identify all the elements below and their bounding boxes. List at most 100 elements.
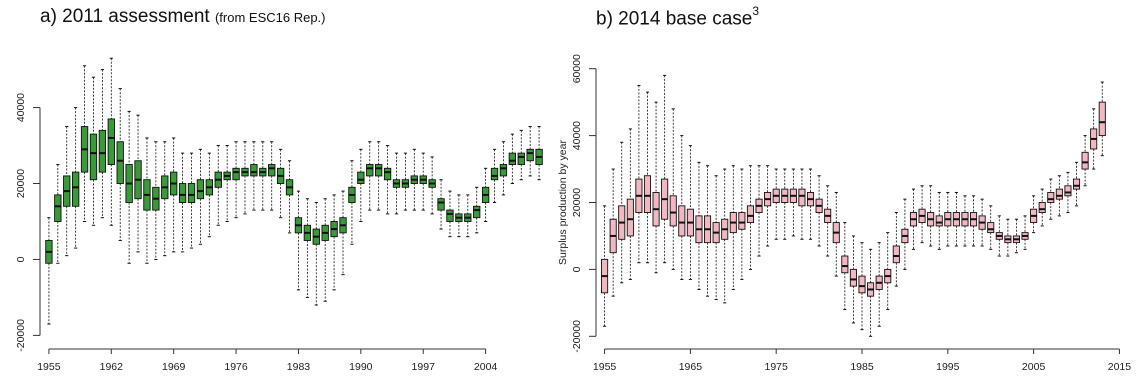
box-1977 (789, 168, 797, 237)
box-1976 (781, 168, 789, 240)
box-iqr (187, 183, 196, 203)
x-tick-label: 1990 (349, 361, 373, 373)
box-1989 (892, 212, 900, 287)
box-1966 (695, 161, 703, 290)
box-iqr (508, 152, 517, 165)
box-iqr (1081, 151, 1089, 170)
box-iqr (1055, 188, 1063, 200)
box-iqr (517, 152, 525, 165)
box-1981 (824, 185, 832, 257)
y-tick-label: 20000 (571, 188, 583, 217)
x-tick-label: 1955 (37, 361, 61, 373)
box-iqr (678, 205, 686, 237)
box-2001 (995, 215, 1003, 257)
box-2010 (535, 126, 543, 181)
box-iqr (987, 222, 995, 234)
box-1997 (419, 152, 427, 211)
x-tick-label: 2005 (1022, 361, 1046, 373)
box-2011 (1081, 135, 1089, 187)
y-tick-label: 60000 (571, 54, 583, 83)
box-1958 (71, 107, 80, 249)
box-2000 (446, 190, 454, 238)
y-tick-label: 0 (571, 266, 583, 272)
box-1961 (652, 101, 660, 274)
y-tick-label: -20000 (571, 320, 583, 353)
box-1995 (944, 191, 952, 247)
y-axis-label: Surplus production by year (557, 140, 569, 265)
box-1959 (80, 65, 89, 222)
x-tick-label: 2015 (1108, 361, 1132, 373)
x-tick-label: 1975 (765, 361, 789, 373)
box-1958 (626, 128, 634, 280)
box-iqr (375, 164, 383, 177)
box-1968 (161, 141, 169, 257)
box-1997 (961, 195, 969, 247)
box-iqr (490, 167, 499, 181)
box-1970 (178, 152, 187, 253)
box-1975 (772, 168, 780, 240)
box-iqr (1064, 185, 1072, 197)
box-1956 (54, 164, 62, 264)
box-1983 (841, 222, 849, 311)
box-iqr (98, 129, 107, 173)
box-iqr (366, 164, 374, 177)
box-iqr (473, 205, 481, 219)
box-1976 (232, 141, 240, 219)
box-1964 (125, 110, 133, 264)
box-1969 (721, 168, 729, 304)
box-1988 (884, 232, 892, 311)
box-1965 (686, 145, 694, 280)
box-1974 (214, 145, 222, 226)
box-iqr (116, 141, 124, 184)
box-1996 (410, 148, 418, 211)
box-iqr (383, 167, 392, 181)
box-2003 (1012, 218, 1020, 254)
x-tick-label: 1997 (412, 361, 436, 373)
box-2012 (1090, 108, 1098, 170)
x-tick-label: 2004 (474, 361, 498, 373)
box-iqr (849, 268, 857, 287)
box-iqr (1072, 178, 1081, 190)
y-tick-label: -20000 (15, 319, 27, 352)
box-2007 (1047, 178, 1055, 220)
box-1987 (875, 242, 883, 327)
x-tick-label: 1995 (936, 361, 960, 373)
box-1963 (116, 88, 124, 241)
box-1971 (738, 168, 746, 280)
chart-b: -20000 0 20000 40000 60000 1955 1965 1975 1985 19… (557, 54, 1131, 373)
box-1968 (712, 175, 720, 301)
box-1980 (268, 141, 276, 211)
box-1990 (357, 148, 365, 222)
box-2001 (455, 194, 463, 238)
box-2000 (987, 205, 995, 250)
box-2005 (490, 148, 499, 203)
box-1972 (746, 165, 754, 270)
box-2006 (499, 141, 508, 196)
box-2006 (1038, 188, 1046, 227)
box-iqr (89, 133, 98, 181)
x-tick-label: 1976 (224, 361, 248, 373)
box-1967 (152, 141, 160, 260)
box-1991 (909, 188, 918, 250)
box-iqr (626, 198, 634, 237)
box-1969 (170, 137, 178, 253)
box-1987 (330, 194, 338, 291)
box-iqr (250, 164, 258, 177)
box-1994 (935, 191, 943, 250)
box-1957 (618, 141, 626, 284)
box-2003 (473, 186, 481, 234)
box-1986 (867, 248, 875, 337)
box-1973 (755, 165, 763, 257)
box-1962 (661, 74, 669, 264)
box-1975 (223, 145, 231, 222)
x-tick-label: 1955 (593, 361, 617, 373)
box-1963 (669, 108, 677, 270)
box-1957 (63, 126, 71, 257)
box-2002 (1004, 218, 1012, 257)
panel-b-title-text: b) 2014 base case (596, 8, 753, 30)
box-1996 (952, 191, 960, 247)
box-iqr (357, 171, 365, 184)
box-iqr (196, 179, 205, 200)
box-1983 (294, 190, 303, 291)
box-iqr (669, 195, 677, 227)
